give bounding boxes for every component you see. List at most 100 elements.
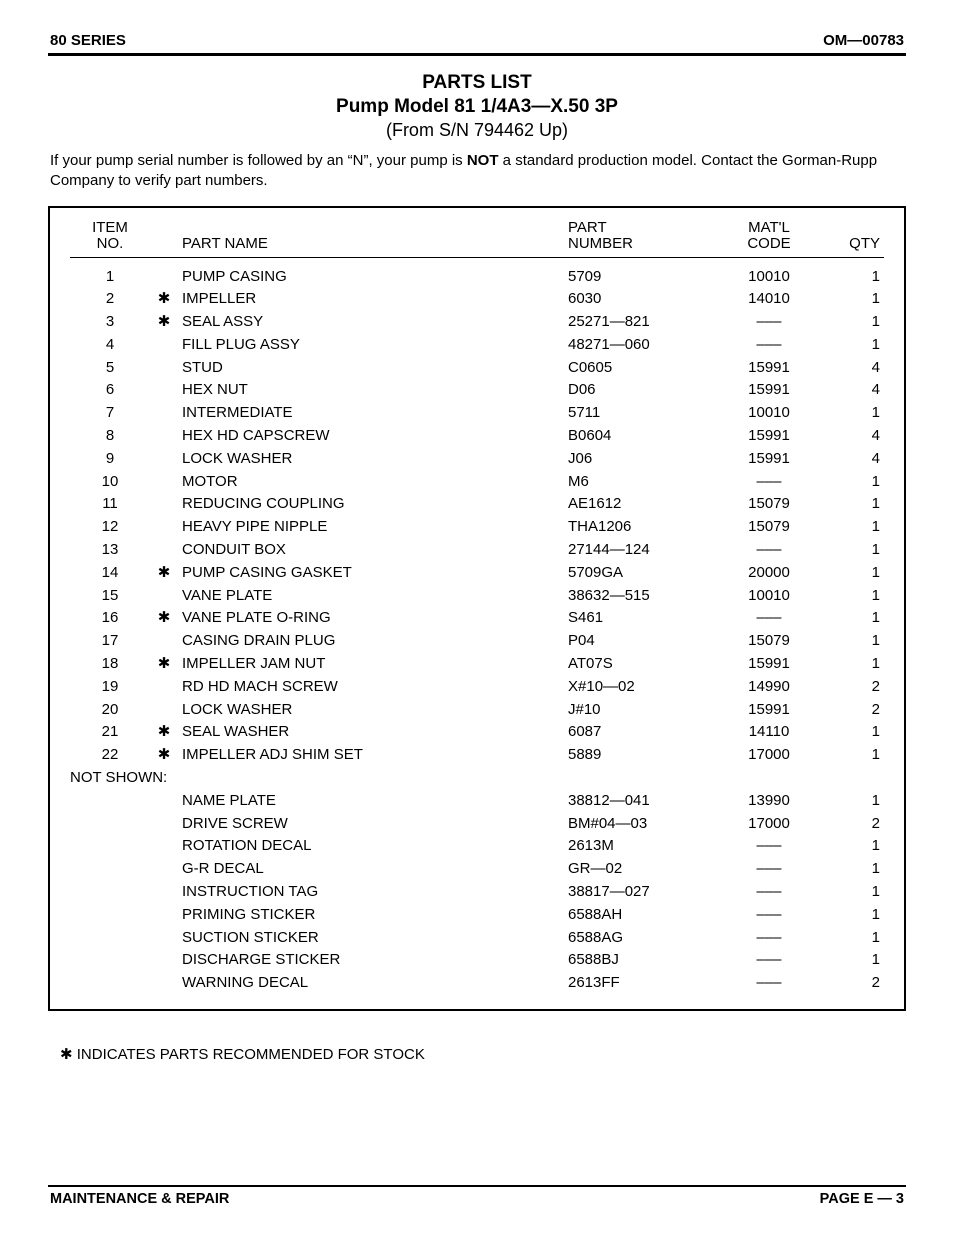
table-row: 16✱VANE PLATE O-RINGS461–––1 <box>70 607 884 630</box>
page-footer-area: MAINTENANCE & REPAIR PAGE E — 3 <box>48 1185 906 1207</box>
cell-star <box>150 926 178 949</box>
table-row: PRIMING STICKER6588AH–––1 <box>70 903 884 926</box>
cell-name: DISCHARGE STICKER <box>178 949 564 972</box>
cell-qty: 4 <box>824 425 884 448</box>
cell-qty: 1 <box>824 653 884 676</box>
cell-star: ✱ <box>150 653 178 676</box>
cell-name: SUCTION STICKER <box>178 926 564 949</box>
cell-matl: 20000 <box>714 561 824 584</box>
cell-name: CONDUIT BOX <box>178 539 564 562</box>
cell-qty: 2 <box>824 698 884 721</box>
cell-matl: 13990 <box>714 789 824 812</box>
cell-qty: 1 <box>824 607 884 630</box>
cell-star <box>150 675 178 698</box>
cell-qty: 1 <box>824 561 884 584</box>
cell-name: HEX HD CAPSCREW <box>178 425 564 448</box>
col-matl-l2: CODE <box>747 235 790 252</box>
table-row: 11REDUCING COUPLINGAE1612150791 <box>70 493 884 516</box>
cell-qty: 1 <box>824 835 884 858</box>
col-item: ITEM NO. <box>70 218 150 258</box>
cell-item <box>70 903 150 926</box>
title-parts-list: PARTS LIST <box>48 72 906 94</box>
cell-part: S461 <box>564 607 714 630</box>
cell-part: J#10 <box>564 698 714 721</box>
cell-part: 6030 <box>564 288 714 311</box>
cell-star <box>150 539 178 562</box>
cell-matl: ––– <box>714 881 824 904</box>
cell-item <box>70 972 150 995</box>
title-serial: (From S/N 794462 Up) <box>48 120 906 141</box>
cell-star <box>150 698 178 721</box>
table-row: 9LOCK WASHERJ06159914 <box>70 447 884 470</box>
col-item-l2: NO. <box>97 235 124 252</box>
cell-star <box>150 333 178 356</box>
col-part: PART NUMBER <box>564 218 714 258</box>
cell-qty: 1 <box>824 881 884 904</box>
cell-qty: 4 <box>824 356 884 379</box>
not-shown-label: NOT SHOWN: <box>70 767 884 790</box>
cell-star <box>150 835 178 858</box>
cell-qty: 1 <box>824 926 884 949</box>
cell-star <box>150 789 178 812</box>
cell-item: 11 <box>70 493 150 516</box>
cell-item: 6 <box>70 379 150 402</box>
cell-star <box>150 949 178 972</box>
cell-part: 48271—060 <box>564 333 714 356</box>
cell-part: THA1206 <box>564 516 714 539</box>
cell-star <box>150 265 178 288</box>
table-row: 8HEX HD CAPSCREWB0604159914 <box>70 425 884 448</box>
cell-part: 38812—041 <box>564 789 714 812</box>
cell-name: G-R DECAL <box>178 858 564 881</box>
page-footer: MAINTENANCE & REPAIR PAGE E — 3 <box>48 1191 906 1207</box>
cell-qty: 1 <box>824 311 884 334</box>
header-rule <box>48 53 906 56</box>
cell-name: WARNING DECAL <box>178 972 564 995</box>
cell-part: P04 <box>564 630 714 653</box>
cell-star <box>150 972 178 995</box>
cell-qty: 4 <box>824 447 884 470</box>
cell-star <box>150 881 178 904</box>
col-part-l1: PART <box>568 219 607 236</box>
cell-matl: 14110 <box>714 721 824 744</box>
cell-star <box>150 493 178 516</box>
intro-strong: NOT <box>467 152 499 169</box>
cell-item: 22 <box>70 744 150 767</box>
col-name: PART NAME <box>178 218 564 258</box>
cell-part: 25271—821 <box>564 311 714 334</box>
cell-qty: 2 <box>824 812 884 835</box>
cell-name: NAME PLATE <box>178 789 564 812</box>
cell-matl: 15079 <box>714 493 824 516</box>
parts-table-head: ITEM NO. PART NAME PART NUMBER MAT'L COD… <box>70 218 884 258</box>
cell-star: ✱ <box>150 288 178 311</box>
table-row: DISCHARGE STICKER6588BJ–––1 <box>70 949 884 972</box>
cell-name: MOTOR <box>178 470 564 493</box>
cell-star <box>150 812 178 835</box>
not-shown-label-row: NOT SHOWN: <box>70 767 884 790</box>
cell-star <box>150 470 178 493</box>
cell-matl: 10010 <box>714 402 824 425</box>
cell-name: LOCK WASHER <box>178 698 564 721</box>
cell-part: 5709 <box>564 265 714 288</box>
cell-qty: 1 <box>824 516 884 539</box>
cell-matl: 10010 <box>714 584 824 607</box>
cell-item <box>70 858 150 881</box>
table-row: 10MOTORM6–––1 <box>70 470 884 493</box>
cell-item: 13 <box>70 539 150 562</box>
col-part-l2: NUMBER <box>568 235 633 252</box>
cell-star <box>150 630 178 653</box>
footer-right: PAGE E — 3 <box>820 1191 904 1207</box>
cell-matl: 10010 <box>714 265 824 288</box>
cell-matl: ––– <box>714 926 824 949</box>
table-row: 7INTERMEDIATE5711100101 <box>70 402 884 425</box>
cell-star: ✱ <box>150 561 178 584</box>
cell-item: 18 <box>70 653 150 676</box>
table-row: 18✱IMPELLER JAM NUTAT07S159911 <box>70 653 884 676</box>
cell-name: IMPELLER <box>178 288 564 311</box>
cell-matl: 15079 <box>714 630 824 653</box>
title-block: PARTS LIST Pump Model 81 1/4A3—X.50 3P (… <box>48 72 906 141</box>
cell-item: 7 <box>70 402 150 425</box>
intro-paragraph: If your pump serial number is followed b… <box>50 151 904 192</box>
cell-qty: 1 <box>824 470 884 493</box>
cell-matl: 15991 <box>714 379 824 402</box>
table-row: NAME PLATE38812—041139901 <box>70 789 884 812</box>
